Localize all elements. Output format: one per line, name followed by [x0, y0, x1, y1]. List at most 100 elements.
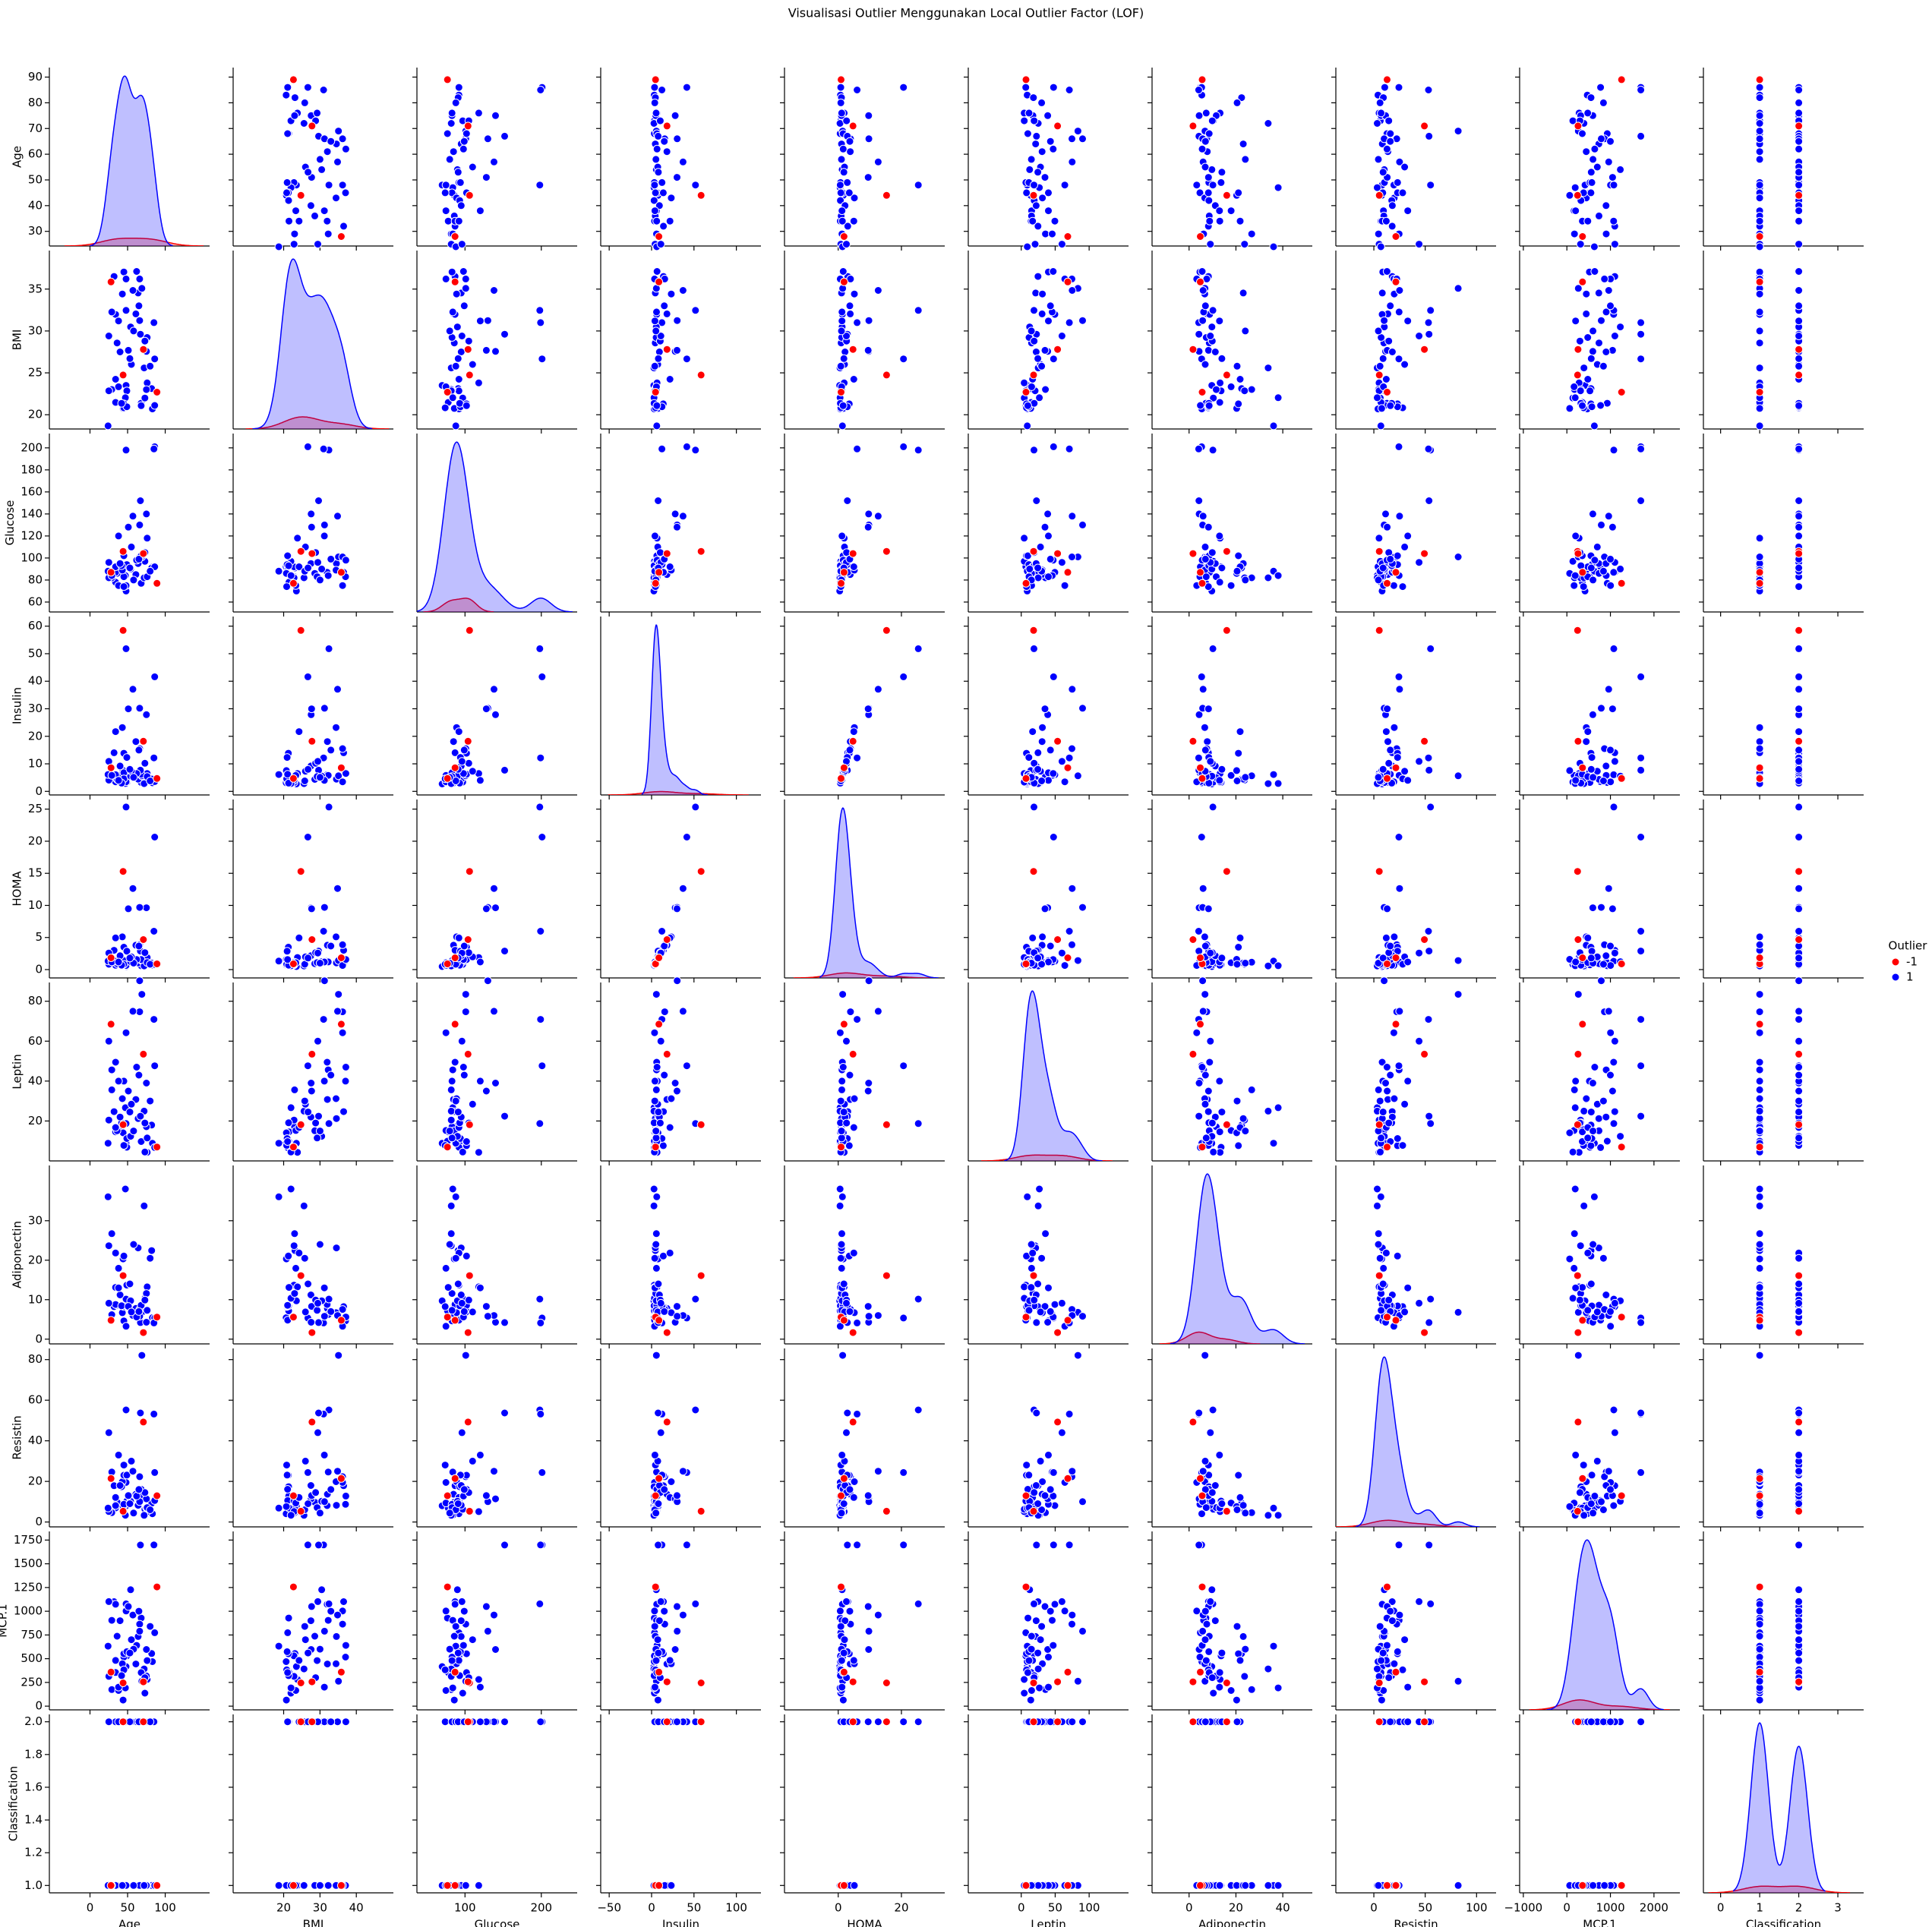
point [143, 1134, 152, 1143]
point [1204, 1086, 1213, 1096]
point [1198, 267, 1207, 276]
point [314, 1428, 322, 1437]
point [1208, 181, 1217, 190]
point [1571, 1077, 1580, 1086]
point [1795, 317, 1804, 326]
point [1040, 904, 1050, 913]
point [153, 960, 162, 968]
point [313, 109, 322, 118]
point [1031, 240, 1040, 249]
point [1415, 558, 1424, 567]
point [1377, 1306, 1386, 1315]
y-tick-label: 60 [28, 1034, 43, 1048]
point [443, 129, 452, 138]
point [1189, 736, 1198, 746]
point [1063, 763, 1072, 772]
point [1593, 542, 1602, 551]
point [1217, 563, 1226, 572]
point [1755, 267, 1764, 276]
point [290, 93, 299, 102]
point [655, 232, 664, 241]
point [463, 736, 472, 746]
point [1025, 564, 1034, 573]
point [1038, 194, 1047, 203]
point [137, 284, 147, 293]
point [655, 1316, 664, 1325]
y-tick-label: 20 [28, 729, 43, 743]
point [1198, 388, 1207, 396]
point [1374, 576, 1383, 585]
point [837, 1134, 846, 1143]
point [320, 903, 329, 912]
point [849, 1248, 858, 1257]
point [292, 207, 300, 216]
point [1795, 1036, 1804, 1046]
point [122, 644, 131, 653]
point [327, 941, 336, 951]
point [286, 571, 295, 580]
point [899, 672, 908, 681]
point [1068, 512, 1077, 521]
point [1021, 774, 1031, 783]
point [127, 1456, 136, 1465]
point [665, 563, 674, 571]
point [1393, 753, 1402, 762]
point [103, 1192, 112, 1201]
point [838, 207, 847, 216]
point [274, 957, 283, 966]
point [1233, 98, 1242, 107]
point [459, 1063, 468, 1071]
point [650, 207, 659, 216]
point [1795, 371, 1804, 380]
point [1795, 1328, 1804, 1337]
point [125, 354, 134, 363]
point [314, 948, 322, 957]
point [1206, 240, 1215, 249]
point [1198, 75, 1207, 84]
point [1795, 904, 1804, 913]
chart-title: Visualisasi Outlier Menggunakan Local Ou… [788, 6, 1144, 20]
point [1384, 116, 1394, 125]
point [447, 1085, 456, 1094]
point [1795, 240, 1804, 249]
point [1570, 1229, 1579, 1238]
point [443, 1491, 452, 1500]
point [1057, 558, 1066, 567]
point [333, 685, 342, 694]
point [1400, 767, 1410, 776]
point [1029, 626, 1038, 635]
point [129, 1509, 138, 1518]
point [678, 286, 687, 295]
point [651, 1491, 660, 1500]
point [1386, 129, 1395, 138]
point [839, 1108, 848, 1117]
point [849, 375, 858, 383]
point [490, 1467, 498, 1476]
point [1599, 1096, 1608, 1105]
point [150, 833, 159, 841]
point [1755, 1192, 1764, 1201]
point [1586, 954, 1596, 963]
point [332, 1501, 341, 1510]
point [1204, 401, 1214, 410]
point [1571, 393, 1580, 402]
point [1403, 1077, 1413, 1086]
point [1795, 1015, 1804, 1024]
point [652, 1063, 661, 1071]
point [1189, 1049, 1198, 1058]
point [863, 173, 873, 182]
point [1795, 522, 1804, 531]
point [140, 393, 150, 402]
kde-area [252, 259, 373, 429]
kde-curve [245, 416, 390, 429]
point [1606, 137, 1615, 146]
point [850, 289, 859, 298]
point [864, 134, 873, 144]
point [1057, 240, 1066, 249]
point [1398, 188, 1407, 197]
point [107, 308, 116, 317]
point [1384, 1118, 1394, 1128]
point [319, 1015, 328, 1024]
point [451, 1192, 460, 1201]
point [650, 1028, 659, 1037]
